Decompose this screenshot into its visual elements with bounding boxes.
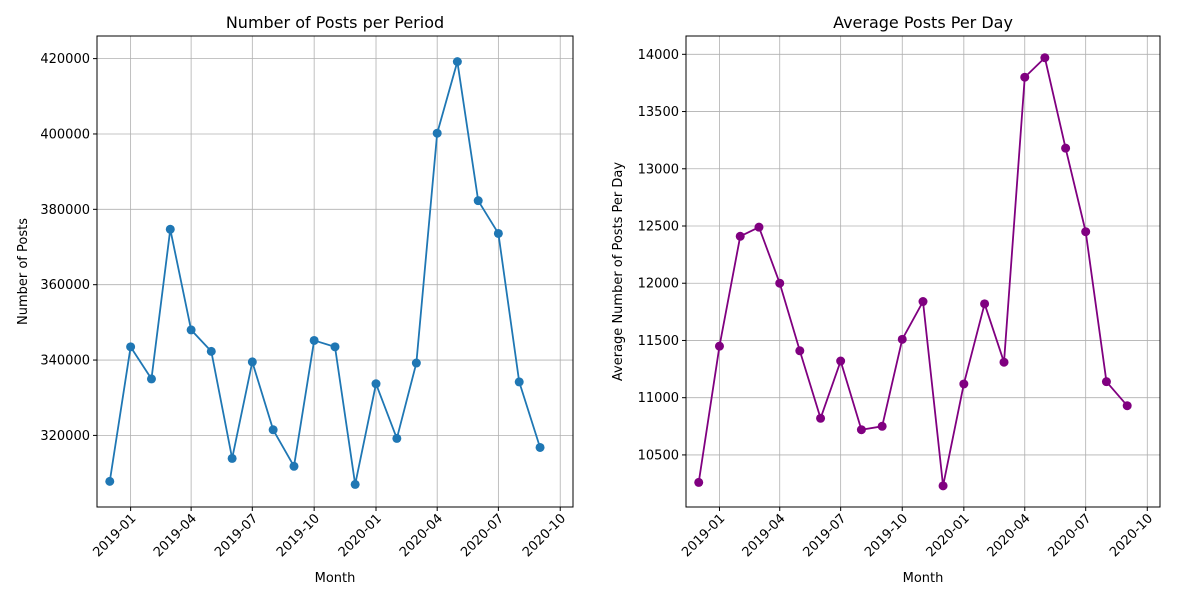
- grid: [97, 36, 573, 507]
- data-point: [268, 425, 278, 435]
- x-tick-label: 2020-04: [985, 511, 1034, 560]
- data-point: [918, 297, 928, 307]
- data-point: [754, 222, 764, 232]
- x-tick-label: 2019-07: [212, 511, 261, 560]
- data-point: [816, 413, 826, 423]
- data-point: [1040, 53, 1050, 63]
- data-point: [535, 442, 545, 452]
- x-axis: 2019-01 2019-04 2019-07 2019-10 2020-01 2020-…: [679, 507, 1156, 560]
- data-point: [452, 57, 462, 67]
- x-tick-label: 2020-01: [336, 511, 385, 560]
- x-tick-label: 2020-04: [397, 511, 446, 560]
- data-point: [206, 346, 216, 356]
- y-axis: 320000 340000 360000 380000 400000 420000: [40, 52, 97, 444]
- y-tick-label: 12500: [638, 220, 679, 235]
- data-point: [836, 356, 846, 366]
- y-tick-label: 320000: [40, 429, 90, 444]
- data-point: [289, 461, 299, 471]
- y-axis: 10500 11000 11500 12000 12500 13000 13500 14000: [638, 48, 686, 463]
- y-tick-label: 360000: [40, 278, 90, 293]
- chart-average-posts-per-day: 2019-01 2019-04 2019-07 2019-10 2020-01 2020-…: [611, 13, 1161, 586]
- chart-posts-per-period: 2019-01 2019-04 2019-07 2019-10 2020-01 2020-…: [16, 13, 574, 586]
- x-tick-label: 2020-07: [1045, 511, 1094, 560]
- data-point: [1061, 143, 1071, 153]
- data-point: [1122, 401, 1132, 411]
- data-point: [1081, 227, 1091, 237]
- x-tick-label: 2019-10: [274, 511, 323, 560]
- data-point: [371, 379, 381, 389]
- data-point: [775, 278, 785, 288]
- x-tick-label: 2019-10: [862, 511, 911, 560]
- x-tick-label: 2019-04: [740, 511, 789, 560]
- data-point: [514, 377, 524, 387]
- data-point: [432, 128, 442, 138]
- y-tick-label: 14000: [638, 48, 679, 63]
- data-point: [330, 342, 340, 352]
- plot-frame: [96, 35, 574, 508]
- y-axis-label: Number of Posts: [16, 218, 31, 325]
- data-point: [856, 425, 866, 435]
- y-tick-label: 11000: [638, 391, 679, 406]
- data-point: [350, 479, 360, 489]
- data-point: [938, 481, 948, 491]
- data-point: [227, 453, 237, 463]
- y-tick-label: 400000: [40, 127, 90, 142]
- y-tick-label: 13500: [638, 105, 679, 120]
- data-point: [795, 346, 805, 356]
- data-point: [877, 421, 887, 431]
- data-point: [126, 342, 136, 352]
- data-point: [105, 476, 115, 486]
- data-point: [735, 231, 745, 241]
- chart-title: Average Posts Per Day: [833, 13, 1013, 32]
- y-tick-label: 340000: [40, 354, 90, 369]
- data-point: [493, 228, 503, 238]
- y-tick-label: 420000: [40, 52, 90, 67]
- y-tick-label: 12000: [638, 277, 679, 292]
- data-point: [411, 358, 421, 368]
- data-point: [146, 374, 156, 384]
- x-tick-label: 2020-10: [520, 511, 569, 560]
- x-tick-label: 2020-07: [458, 511, 507, 560]
- data-point: [959, 379, 969, 389]
- y-axis-label: Average Number of Posts Per Day: [611, 162, 626, 381]
- x-axis-label: Month: [315, 571, 356, 586]
- data-point: [999, 357, 1009, 367]
- data-point: [165, 224, 175, 234]
- x-tick-label: 2019-01: [679, 511, 728, 560]
- series: [105, 57, 545, 489]
- data-point: [694, 477, 704, 487]
- x-tick-label: 2020-10: [1107, 511, 1156, 560]
- x-tick-label: 2020-01: [924, 511, 973, 560]
- y-tick-label: 13000: [638, 162, 679, 177]
- series: [694, 53, 1132, 491]
- data-point: [1101, 377, 1111, 387]
- data-point: [247, 357, 257, 367]
- y-tick-label: 10500: [638, 448, 679, 463]
- x-tick-label: 2019-04: [151, 511, 200, 560]
- data-point: [309, 335, 319, 345]
- series-line: [697, 56, 1128, 487]
- y-tick-label: 11500: [638, 334, 679, 349]
- chart-title: Number of Posts per Period: [226, 13, 444, 32]
- x-tick-label: 2019-07: [800, 511, 849, 560]
- x-axis-label: Month: [903, 571, 944, 586]
- x-tick-label: 2019-01: [90, 511, 139, 560]
- data-point: [473, 196, 483, 206]
- data-point: [714, 341, 724, 351]
- x-axis: 2019-01 2019-04 2019-07 2019-10 2020-01 2020-…: [90, 507, 569, 560]
- plot-frame: [685, 35, 1161, 508]
- grid: [686, 36, 1160, 507]
- y-tick-label: 380000: [40, 203, 90, 218]
- data-point: [1020, 72, 1030, 82]
- series-line: [108, 60, 541, 486]
- data-point: [392, 433, 402, 443]
- data-point: [186, 325, 196, 335]
- data-point: [897, 334, 907, 344]
- data-point: [980, 299, 990, 309]
